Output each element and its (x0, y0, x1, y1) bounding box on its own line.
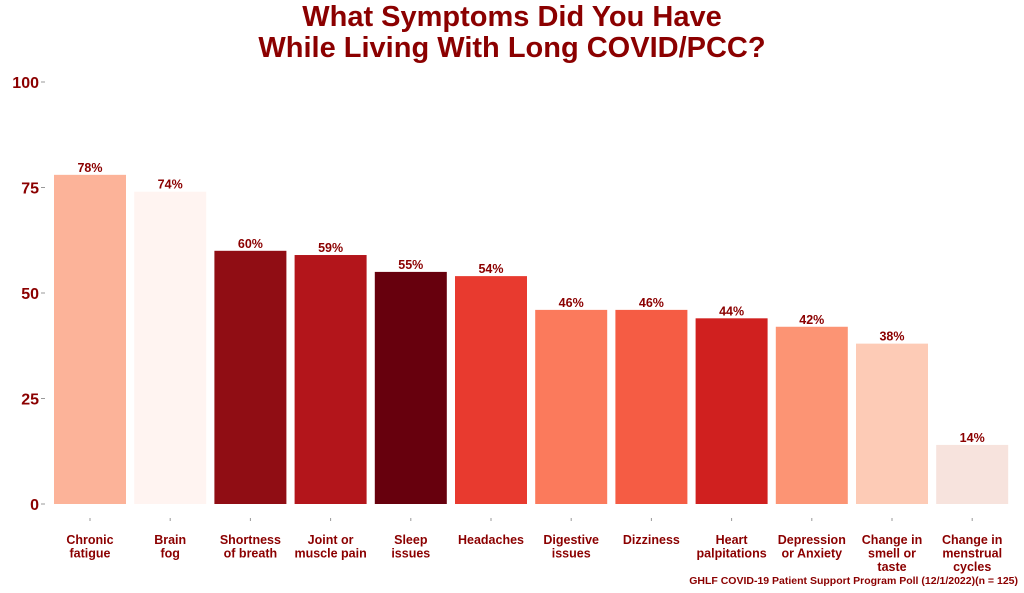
chart-title-line-1: What Symptoms Did You Have (302, 1, 722, 33)
x-tick-label: Dizziness (623, 533, 680, 547)
bar-value-label: 38% (879, 330, 904, 344)
x-tick-label: Sleep issues (391, 533, 430, 561)
x-tick-label: Digestive issues (543, 533, 599, 561)
bar (374, 271, 447, 504)
bar (134, 191, 207, 504)
bar-value-label: 46% (559, 296, 584, 310)
bar (535, 309, 608, 504)
bar-value-label: 55% (398, 258, 423, 272)
bar-value-label: 74% (158, 178, 183, 192)
x-tick-label: Heart palpitations (697, 533, 767, 561)
y-tick-label: 25 (21, 392, 39, 409)
bar (455, 276, 527, 504)
bar (214, 250, 287, 504)
bar-value-label: 78% (77, 161, 102, 175)
chart-title: What Symptoms Did You Have While Living … (0, 2, 1024, 64)
x-tick-label: Change in smell or taste (862, 533, 922, 574)
x-tick-label: Headaches (458, 533, 524, 547)
bar-value-label: 60% (238, 237, 263, 251)
bar (615, 309, 688, 504)
bar-value-label: 59% (318, 241, 343, 255)
bar-value-label: 42% (799, 313, 824, 327)
chart-title-line-2: While Living With Long COVID/PCC? (258, 32, 766, 64)
bar-value-label: 46% (639, 296, 664, 310)
bar (695, 318, 768, 504)
x-tick-label: Change in menstrual cycles (942, 533, 1002, 574)
source-caption: GHLF COVID-19 Patient Support Program Po… (689, 575, 1018, 587)
bar-value-label: 54% (478, 262, 503, 276)
bar (54, 174, 126, 504)
bar-value-label: 44% (719, 304, 744, 318)
bar (936, 444, 1009, 504)
bar (775, 326, 848, 504)
x-tick-label: Joint or muscle pain (294, 533, 366, 561)
y-tick-label: 0 (30, 497, 39, 514)
x-tick-label: Depression or Anxiety (778, 533, 846, 561)
y-tick-label: 75 (21, 181, 39, 198)
bar-value-label: 14% (960, 431, 985, 445)
bar (856, 343, 928, 504)
x-tick-label: Chronic fatigue (66, 533, 113, 561)
x-tick-label: Brain fog (154, 533, 186, 561)
x-tick-label: Shortness of breath (220, 533, 281, 561)
bar (294, 255, 367, 504)
y-tick-label: 50 (21, 286, 39, 303)
y-tick-label: 100 (12, 75, 39, 92)
